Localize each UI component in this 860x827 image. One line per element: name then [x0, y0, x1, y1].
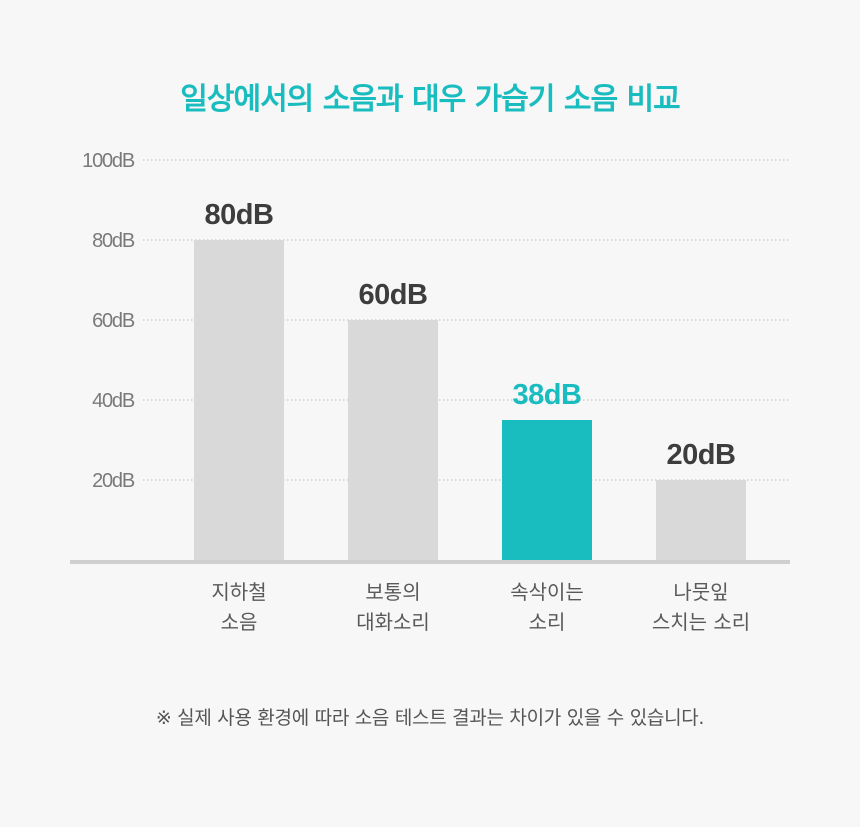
- data-label: 80dB: [205, 199, 274, 231]
- footnote: ※ 실제 사용 환경에 따라 소음 테스트 결과는 차이가 있을 수 있습니다.: [155, 707, 705, 729]
- x-tick-label: 지하철: [211, 580, 266, 604]
- bar: [502, 420, 592, 560]
- x-tick-label: 소리: [529, 610, 566, 634]
- x-tick-label: 소음: [221, 610, 258, 634]
- data-label: 38dB: [513, 379, 582, 411]
- y-tick-label: 60dB: [92, 310, 135, 332]
- y-tick-label: 80dB: [92, 230, 135, 252]
- bar: [194, 240, 284, 560]
- x-tick-label: 나뭇잎: [673, 580, 728, 604]
- y-tick-label: 20dB: [92, 470, 135, 492]
- x-tick-label: 스치는 소리: [652, 610, 750, 634]
- x-axis-baseline: [70, 560, 790, 564]
- bar: [348, 320, 438, 560]
- y-tick-label: 40dB: [92, 390, 135, 412]
- chart-title: 일상에서의 소음과 대우 가습기 소음 비교: [180, 82, 680, 117]
- x-tick-label: 대화소리: [356, 610, 430, 634]
- data-label: 60dB: [359, 279, 428, 311]
- x-tick-label: 보통의: [365, 580, 420, 604]
- bar: [656, 480, 746, 560]
- x-tick-label: 속삭이는: [510, 580, 584, 604]
- data-label: 20dB: [667, 439, 736, 471]
- y-tick-label: 100dB: [82, 150, 135, 172]
